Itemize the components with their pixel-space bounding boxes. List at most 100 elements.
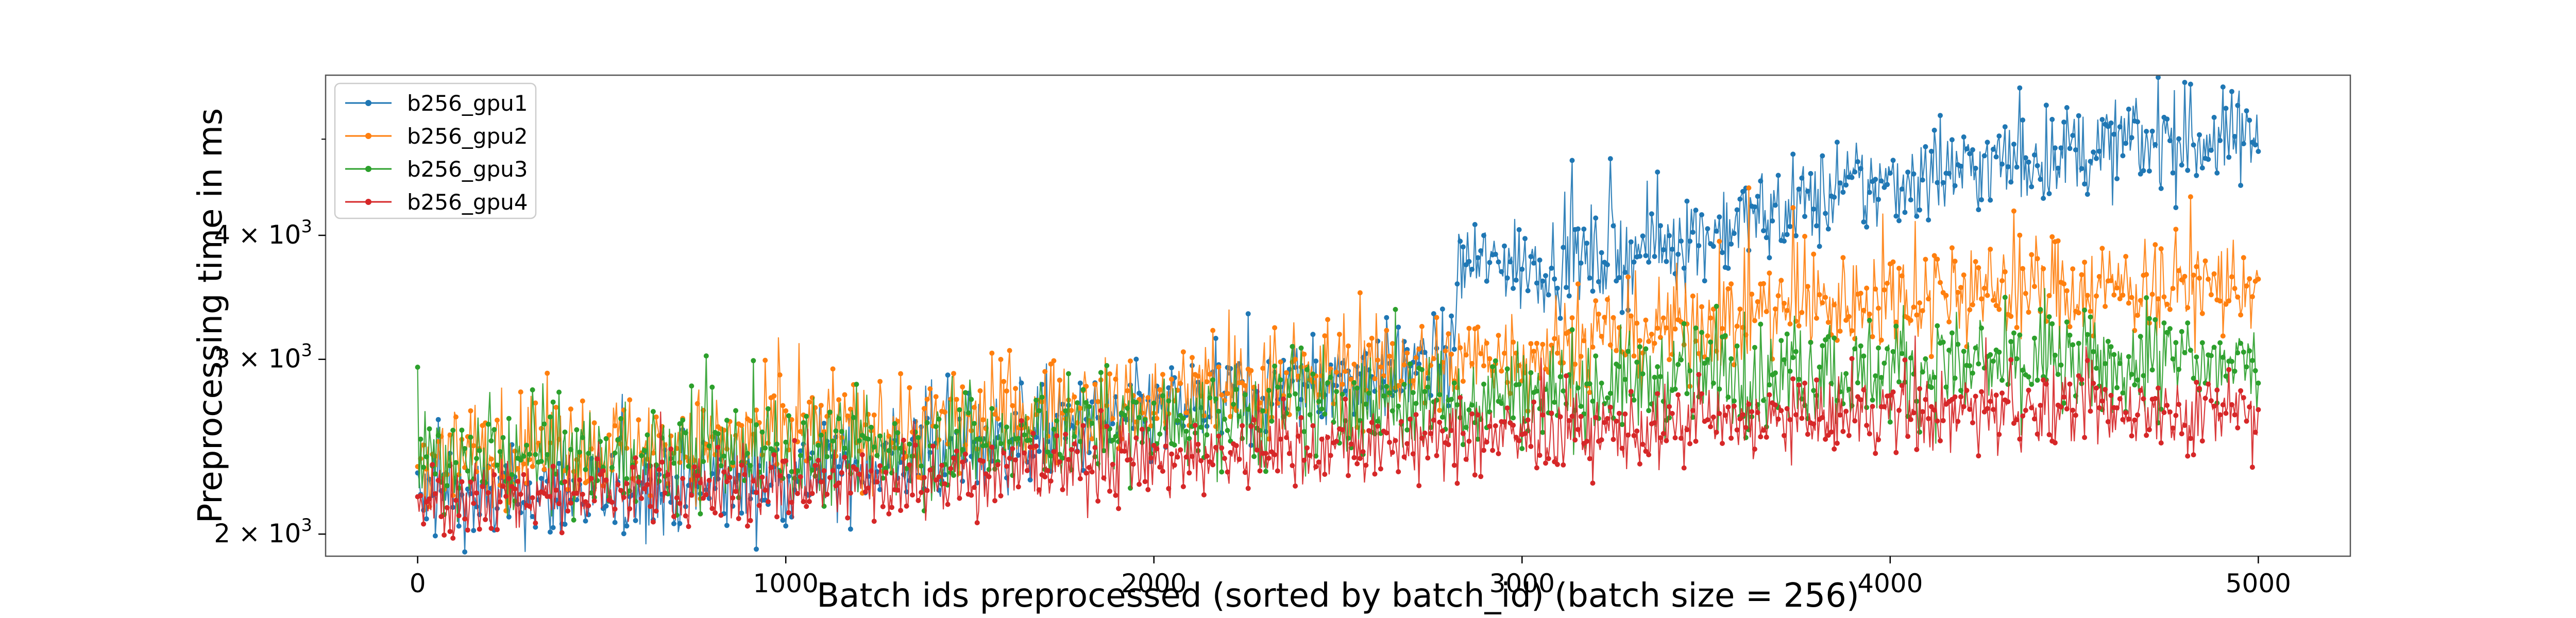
data-point (1502, 350, 1507, 356)
data-point (2108, 344, 2114, 350)
data-point (1366, 342, 1371, 348)
data-point (1490, 448, 1496, 453)
data-point (2206, 381, 2211, 387)
data-point (1873, 177, 1878, 182)
data-point (1466, 407, 1472, 413)
data-point (515, 478, 520, 484)
data-point (1340, 382, 1345, 387)
data-point (1625, 349, 1631, 354)
data-point (2055, 165, 2061, 171)
data-point (2173, 205, 2179, 211)
data-point (1290, 344, 1295, 349)
data-point (2011, 330, 2016, 336)
data-point (2244, 418, 2249, 424)
data-point (1858, 343, 1863, 349)
data-point (1725, 265, 1731, 271)
data-point (1107, 488, 1112, 494)
data-point (1478, 351, 1484, 356)
data-point (1782, 357, 1787, 363)
data-point (2029, 184, 2035, 190)
data-point (1614, 418, 1619, 424)
data-point (1328, 453, 1333, 458)
data-point (2082, 260, 2088, 265)
data-point (1298, 345, 1304, 351)
data-point (683, 513, 688, 519)
data-point (1705, 417, 1710, 423)
data-point (1493, 358, 1498, 364)
data-point (827, 475, 833, 480)
data-point (1092, 382, 1098, 387)
data-point (1640, 441, 1646, 447)
data-point (1873, 286, 1878, 292)
data-point (998, 493, 1004, 499)
data-point (1952, 259, 1958, 264)
data-point (1557, 316, 1563, 321)
data-point (1236, 414, 1242, 419)
data-point (1231, 402, 1236, 407)
data-point (1611, 315, 1616, 320)
data-point (2094, 156, 2099, 161)
data-point (2194, 380, 2199, 385)
data-point (1672, 326, 1678, 332)
data-point (1820, 153, 1825, 159)
data-point (1133, 356, 1139, 362)
data-point (427, 496, 432, 502)
data-point (1057, 377, 1062, 383)
data-point (2111, 131, 2117, 137)
data-point (992, 411, 997, 417)
data-point (547, 529, 553, 535)
data-point (1042, 369, 1048, 374)
data-point (1917, 430, 1922, 435)
data-point (936, 437, 942, 443)
data-point (806, 499, 812, 504)
data-point (1360, 449, 1366, 454)
data-point (1260, 396, 1266, 401)
data-point (1410, 451, 1416, 457)
data-point (2176, 367, 2181, 372)
data-point (1967, 406, 1973, 412)
data-point (2238, 312, 2244, 318)
legend-label: b256_gpu3 (407, 157, 528, 182)
data-point (1004, 388, 1009, 394)
data-point (2229, 89, 2234, 94)
data-point (2094, 385, 2099, 391)
data-point (2238, 183, 2244, 188)
data-point (2223, 106, 2229, 111)
data-point (1596, 279, 1601, 284)
data-point (960, 478, 965, 484)
data-point (418, 493, 423, 499)
data-point (1587, 275, 1592, 281)
data-point (954, 448, 959, 454)
data-point (962, 451, 968, 457)
data-point (694, 401, 700, 406)
data-point (1190, 355, 1195, 360)
data-point (2079, 377, 2084, 382)
data-point (627, 506, 633, 511)
data-point (1151, 400, 1157, 406)
data-point (751, 478, 756, 484)
data-point (962, 390, 968, 396)
data-point (1057, 459, 1062, 465)
data-point (866, 485, 871, 491)
data-point (1928, 404, 1934, 409)
data-point (1439, 415, 1445, 420)
data-point (713, 452, 718, 457)
data-point (2176, 402, 2181, 407)
data-point (1837, 180, 1843, 186)
data-point (1940, 418, 1946, 423)
data-point (1782, 301, 1787, 306)
data-point (574, 427, 580, 433)
data-point (698, 511, 703, 517)
data-point (1381, 393, 1386, 399)
data-point (2096, 274, 2102, 279)
data-point (877, 433, 883, 439)
data-point (1784, 331, 1790, 337)
data-point (1051, 358, 1057, 364)
data-point (512, 486, 518, 492)
data-point (2146, 316, 2152, 321)
data-point (447, 529, 453, 534)
data-point (1104, 363, 1110, 368)
data-point (1979, 325, 1984, 331)
data-point (1354, 461, 1360, 467)
data-point (1752, 204, 1757, 210)
